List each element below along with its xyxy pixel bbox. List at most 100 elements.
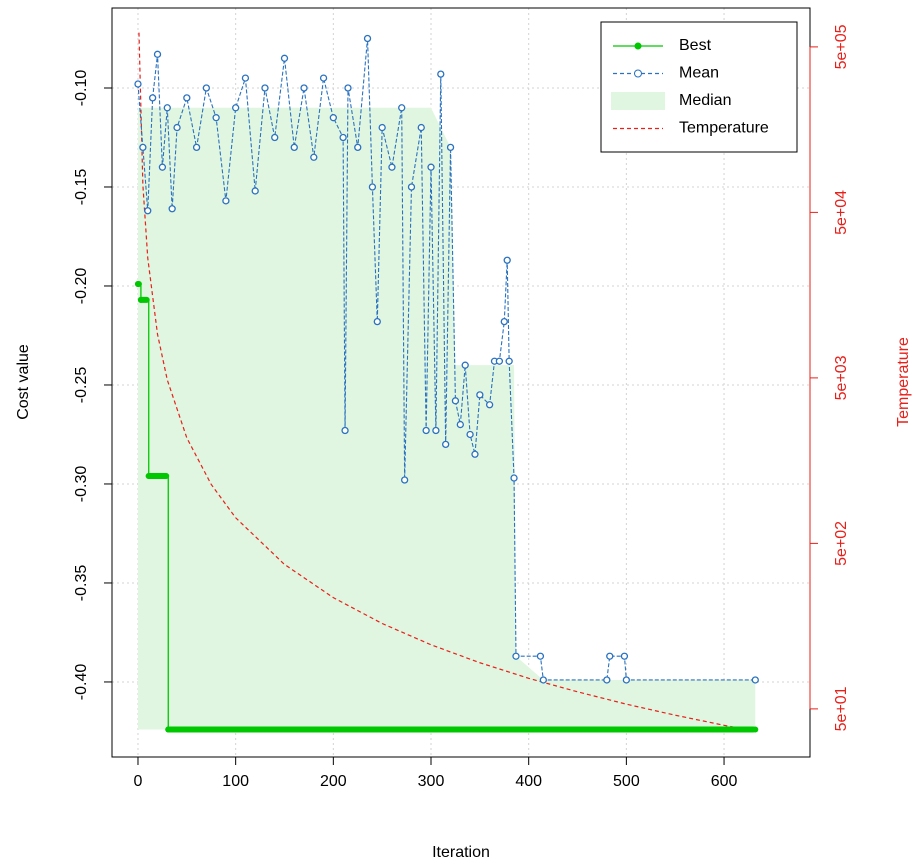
legend-marker bbox=[634, 69, 642, 78]
y2-tick-label: 5e+04 bbox=[833, 190, 850, 235]
legend-label: Mean bbox=[679, 65, 719, 82]
x-tick-label: 100 bbox=[222, 773, 249, 790]
axes: 0 100 200 300 400 500 600 -0.10 -0.15 -0.20 -0.25 -… bbox=[73, 24, 850, 790]
mean-point bbox=[232, 104, 240, 112]
mean-point bbox=[451, 397, 460, 405]
legend-label: Best bbox=[679, 37, 712, 54]
mean-point bbox=[251, 187, 259, 195]
mean-point bbox=[751, 676, 759, 684]
x-tick-label: 200 bbox=[320, 773, 347, 790]
mean-point bbox=[603, 676, 611, 684]
legend-marker bbox=[634, 42, 642, 50]
best-point bbox=[134, 280, 141, 287]
mean-point bbox=[153, 50, 162, 58]
legend-box bbox=[600, 21, 798, 153]
y2-axis-label: Temperature bbox=[895, 337, 912, 427]
mean-point bbox=[168, 205, 176, 213]
best-line bbox=[137, 283, 756, 731]
mean-point bbox=[622, 676, 631, 684]
mean-point bbox=[512, 652, 520, 660]
mean-point bbox=[437, 70, 445, 78]
mean-point bbox=[407, 183, 416, 191]
y-tick-label: -0.35 bbox=[73, 565, 90, 602]
mean-point bbox=[363, 34, 372, 43]
mean-point bbox=[500, 317, 508, 326]
x-tick-label: 600 bbox=[711, 773, 738, 790]
best-point bbox=[137, 296, 144, 303]
mean-point bbox=[427, 163, 435, 171]
mean-point bbox=[148, 94, 157, 102]
mean-point bbox=[510, 474, 518, 482]
mean-point bbox=[222, 197, 230, 205]
mean-point bbox=[461, 361, 469, 369]
mean-point bbox=[620, 652, 629, 660]
y-tick-label: -0.40 bbox=[73, 664, 90, 701]
mean-point bbox=[319, 74, 328, 82]
mean-point bbox=[271, 133, 279, 142]
y-axis-label: Cost value bbox=[15, 344, 32, 420]
mean-point bbox=[495, 357, 504, 365]
y2-tick-label: 5e+02 bbox=[833, 521, 850, 566]
mean-point bbox=[471, 450, 479, 458]
best-point bbox=[145, 473, 152, 480]
legend: Best Mean Median Temperature bbox=[600, 21, 798, 153]
mean-point bbox=[354, 143, 362, 152]
y-tick-label: -0.25 bbox=[73, 367, 90, 404]
best-point bbox=[165, 726, 172, 733]
mean-point bbox=[192, 143, 201, 152]
mean-point bbox=[341, 426, 349, 435]
mean-point bbox=[400, 476, 409, 484]
y-tick-label: -0.15 bbox=[73, 169, 90, 206]
mean-point bbox=[183, 94, 191, 102]
y-tick-label: -0.30 bbox=[73, 466, 90, 503]
mean-point bbox=[212, 114, 220, 122]
y-tick-label: -0.20 bbox=[73, 268, 90, 305]
mean-point bbox=[378, 123, 386, 132]
mean-point bbox=[261, 84, 269, 92]
mean-point bbox=[432, 426, 440, 435]
mean-point bbox=[388, 163, 396, 171]
mean-point bbox=[606, 652, 614, 660]
median-area bbox=[137, 107, 756, 730]
mean-point bbox=[163, 104, 171, 112]
mean-point bbox=[329, 114, 337, 122]
mean-point bbox=[456, 420, 464, 429]
mean-point bbox=[422, 426, 430, 435]
mean-point bbox=[442, 440, 450, 449]
mean-point bbox=[241, 74, 250, 82]
mean-point bbox=[344, 84, 352, 92]
y2-tick-label: 5e+05 bbox=[833, 24, 850, 69]
mean-point bbox=[466, 430, 474, 439]
mean-point bbox=[539, 676, 547, 684]
mean-point bbox=[310, 153, 318, 161]
legend-label: Median bbox=[679, 92, 731, 109]
plot-area bbox=[134, 32, 759, 733]
x-tick-label: 400 bbox=[515, 773, 542, 790]
mean-point bbox=[398, 104, 406, 112]
x-tick-label: 300 bbox=[418, 773, 445, 790]
mean-point bbox=[536, 652, 545, 660]
x-tick-label: 500 bbox=[613, 773, 640, 790]
mean-point bbox=[290, 143, 298, 152]
y-tick-label: -0.10 bbox=[73, 70, 90, 107]
mean-point bbox=[339, 133, 347, 142]
legend-swatch bbox=[611, 92, 665, 110]
x-tick-label: 0 bbox=[134, 773, 143, 790]
mean-point bbox=[173, 123, 181, 132]
temperature-line bbox=[138, 32, 756, 732]
mean-point bbox=[300, 84, 308, 92]
mean-point bbox=[476, 391, 484, 399]
mean-point bbox=[202, 84, 211, 92]
mean-point bbox=[368, 183, 377, 191]
mean-point bbox=[144, 207, 152, 215]
mean-point bbox=[417, 123, 425, 132]
mean-point bbox=[139, 143, 147, 152]
legend-label: Temperature bbox=[679, 120, 769, 137]
mean-point bbox=[158, 163, 167, 171]
mean-point bbox=[373, 317, 381, 326]
mean-point bbox=[485, 401, 494, 409]
mean-point bbox=[503, 256, 511, 264]
x-axis-label: Iteration bbox=[432, 844, 490, 861]
y2-tick-label: 5e+03 bbox=[833, 355, 850, 400]
